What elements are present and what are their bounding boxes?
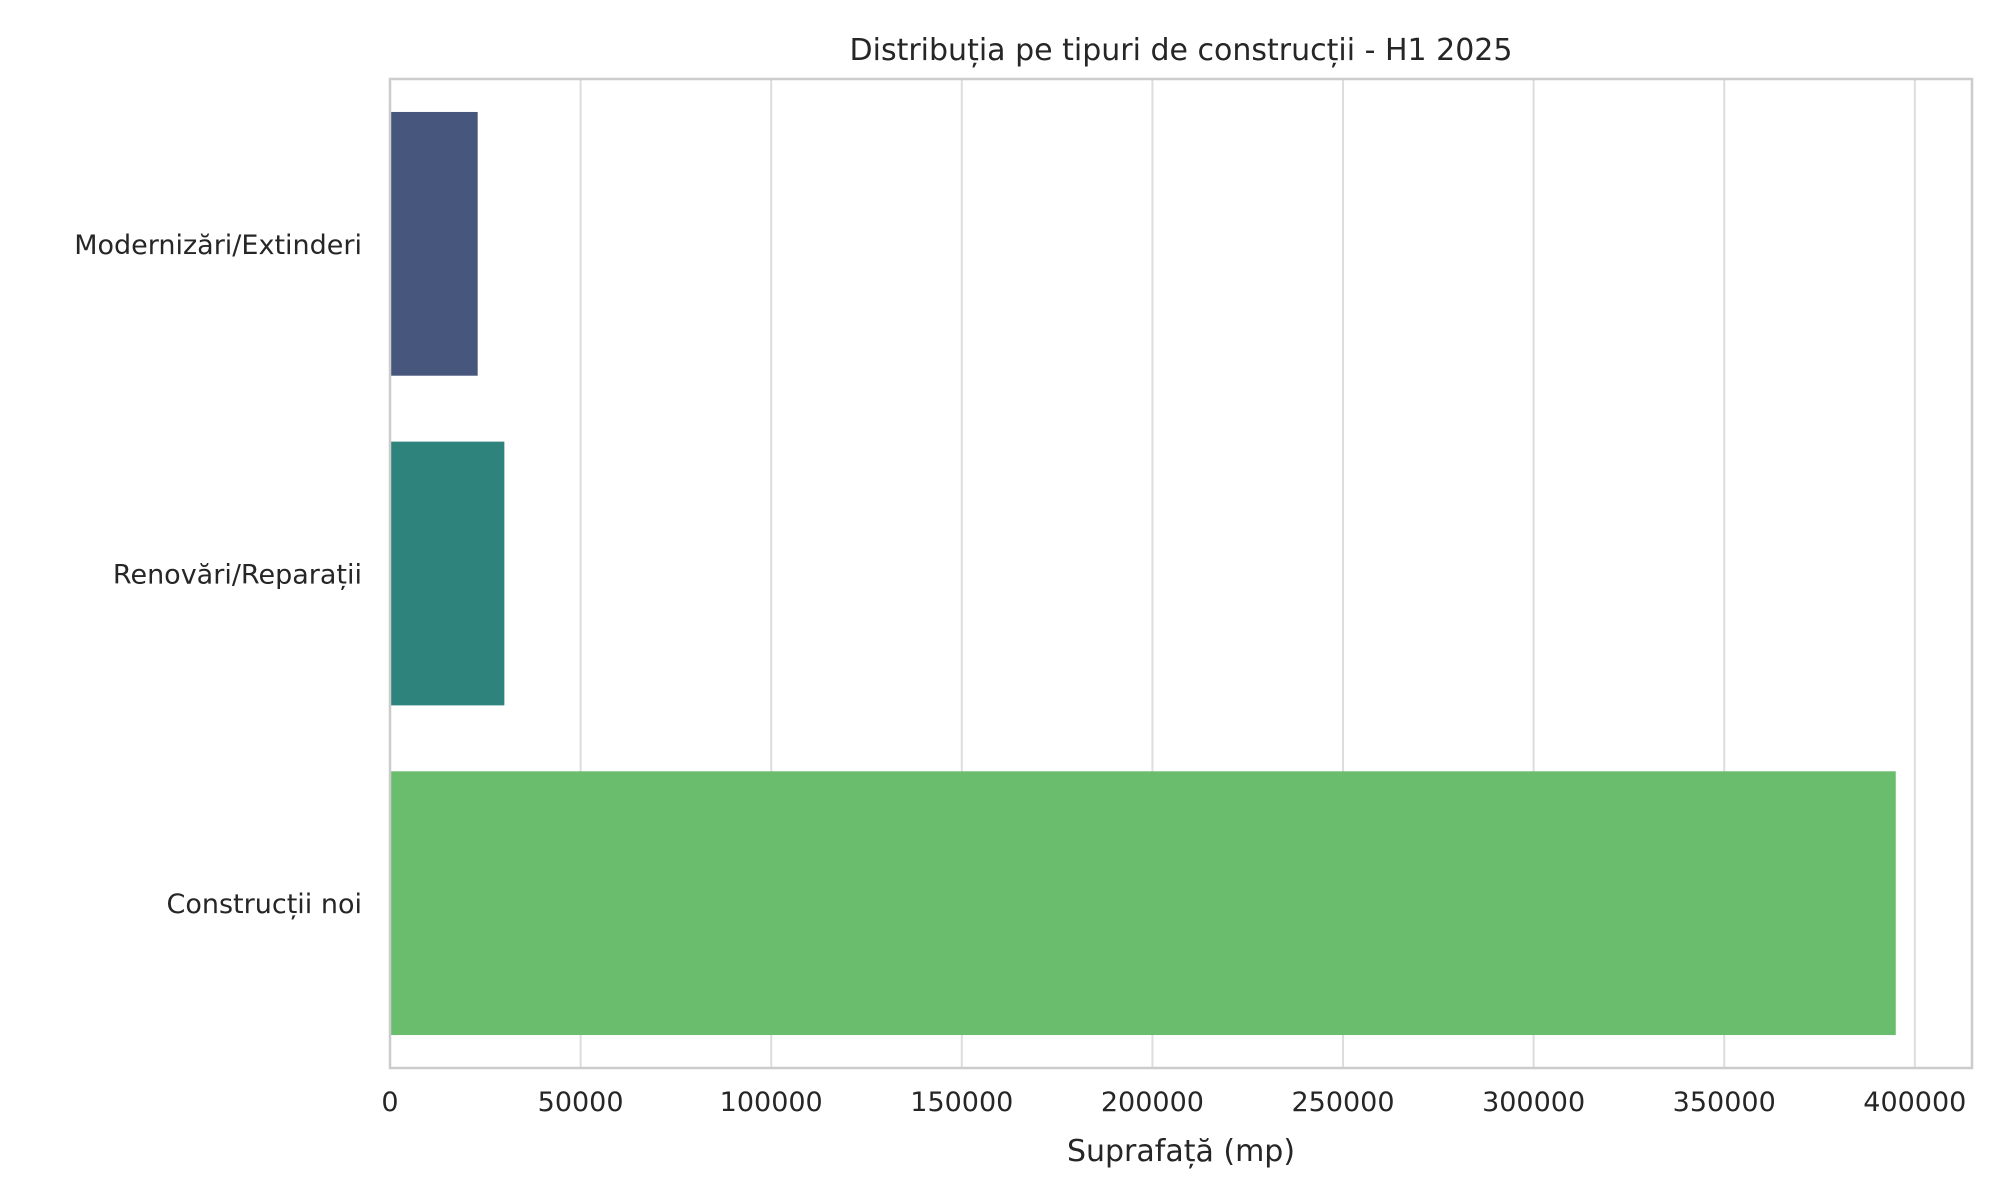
x-tick-label: 100000 [720,1087,823,1118]
y-axis-ticks: Modernizări/Extinderi Renovări/Reparații C… [74,230,362,920]
grid-lines [389,79,1916,1068]
y-tick-label: Construcții noi [167,889,363,920]
bar [390,111,478,376]
y-tick-label: Renovări/Reparații [113,560,362,591]
x-tick-label: 0 [381,1087,398,1118]
bars [390,111,1896,1036]
bar [390,771,1896,1036]
chart-title: Distribuția pe tipuri de construcții - H… [850,33,1513,68]
x-tick-label: 350000 [1673,1087,1776,1118]
x-tick-label: 250000 [1291,1087,1394,1118]
x-tick-label: 300000 [1482,1087,1585,1118]
x-tick-label: 50000 [538,1087,624,1118]
y-tick-label: Modernizări/Extinderi [74,230,362,261]
x-tick-label: 200000 [1101,1087,1204,1118]
x-tick-label: 150000 [910,1087,1013,1118]
x-axis-ticks: 0 50000 100000 150000 200000 250000 300000 3500… [381,1087,1966,1118]
x-tick-label: 400000 [1863,1087,1966,1118]
x-axis-label: Suprafață (mp) [1067,1134,1295,1169]
bar [390,441,505,706]
plot-frame [388,77,1974,1070]
